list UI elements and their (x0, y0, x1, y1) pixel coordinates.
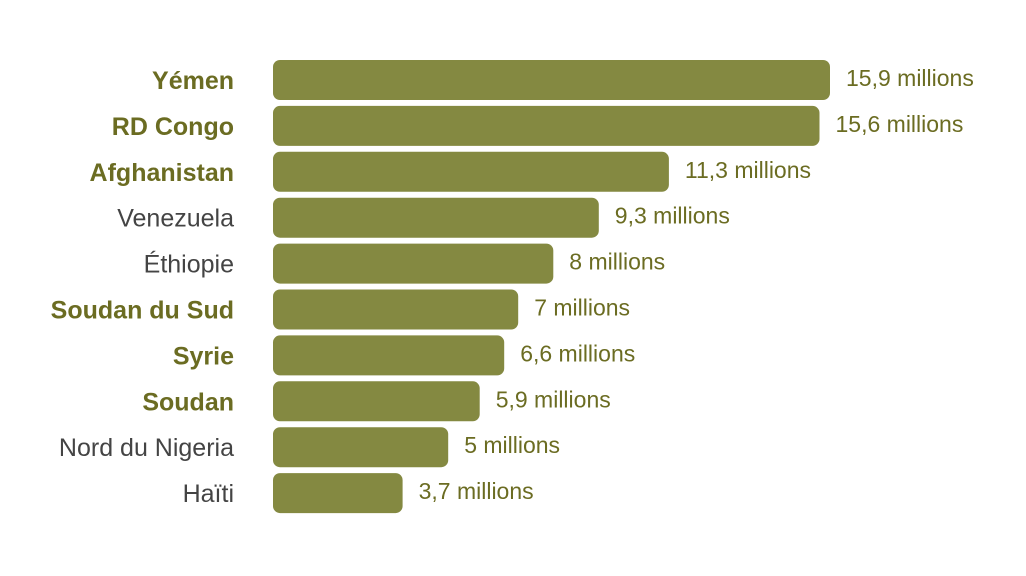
category-label-4: Éthiopie (144, 250, 234, 279)
value-label-1: 15,6 millions (836, 111, 964, 137)
bar-4 (273, 243, 554, 284)
bar-0 (273, 60, 830, 100)
bar-3 (273, 197, 599, 238)
value-label-4: 8 millions (569, 249, 665, 275)
category-label-2: Afghanistan (90, 159, 234, 187)
value-label-7: 5,9 millions (496, 386, 611, 412)
bar-7 (273, 381, 480, 422)
bar-1 (273, 105, 820, 146)
value-label-2: 11,3 millions (685, 157, 811, 183)
value-label-8: 5 millions (464, 432, 560, 458)
value-label-5: 7 millions (534, 295, 630, 321)
category-label-8: Nord du Nigeria (59, 434, 234, 462)
bar-6 (273, 335, 505, 376)
bars-layer (273, 60, 830, 514)
category-label-3: Venezuela (117, 205, 234, 233)
bar-9 (273, 473, 403, 514)
category-label-5: Soudan du Sud (51, 297, 234, 325)
bar-5 (273, 289, 519, 330)
category-label-1: RD Congo (112, 113, 234, 141)
category-label-6: Syrie (173, 342, 234, 370)
category-label-0: Yémen (152, 67, 234, 95)
value-label-6: 6,6 millions (520, 340, 635, 366)
category-label-9: Haïti (183, 480, 234, 508)
category-label-7: Soudan (142, 388, 234, 416)
value-label-9: 3,7 millions (419, 478, 534, 504)
bar-2 (273, 151, 669, 192)
value-label-3: 9,3 millions (615, 203, 730, 229)
category-labels: Yémen RD Congo Afghanistan Venezuela Éthiopi… (51, 67, 234, 508)
bar-8 (273, 427, 449, 468)
value-label-0: 15,9 millions (846, 65, 974, 91)
value-labels: 15,9 millions 15,6 millions 11,3 millions 9… (419, 65, 974, 504)
